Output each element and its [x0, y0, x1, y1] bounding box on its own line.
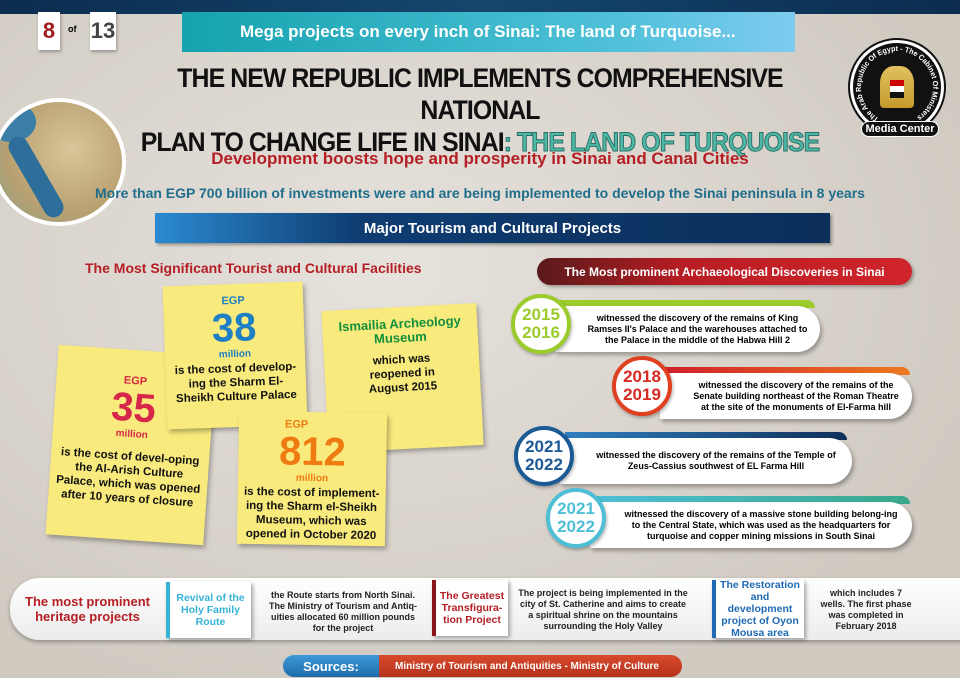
discovery-text: witnessed the discovery of the remains o… — [555, 306, 820, 352]
discovery-years: 2021 2022 — [514, 426, 574, 486]
note-sharm-culture-palace: EGP 38 million is the cost of develop-in… — [162, 281, 308, 430]
note-sharm-museum: EGP 812 million is the cost of implement… — [236, 410, 388, 547]
note-value: 38 — [211, 305, 258, 351]
note-text: which was reopened in August 2015 — [368, 352, 438, 396]
title-separator: : — [503, 127, 518, 158]
title-line-2-black: PLAN TO CHANGE LIFE IN SINAI — [140, 127, 505, 157]
discovery-years: 2021 2022 — [546, 488, 606, 548]
sources-bar: Sources: Ministry of Tourism and Antiqui… — [283, 655, 682, 677]
discovery-text: witnessed the discovery of the remains o… — [560, 438, 852, 484]
title-line-1: THE NEW REPUBLIC IMPLEMENTS COMPREHENSIV… — [177, 63, 783, 125]
note-text: is the cost of develop-ing the Sharm El-… — [174, 360, 298, 406]
sources-text: Ministry of Tourism and Antiquities - Mi… — [379, 655, 682, 677]
section-banner: Major Tourism and Cultural Projects — [155, 213, 830, 243]
note-value: 812 — [278, 429, 347, 475]
heritage-project-holy-family: Revival of the Holy Family Route — [166, 582, 251, 638]
discoveries-heading: The Most prominent Archaeological Discov… — [537, 258, 912, 285]
logo-label: Media Center — [861, 121, 939, 137]
sources-label: Sources: — [283, 655, 379, 677]
note-text: is the cost of implement-ing the Sharm e… — [243, 485, 380, 543]
note-title: Ismailia Archeology Museum — [338, 312, 462, 347]
discovery-years: 2018 2019 — [612, 356, 672, 416]
media-center-logo: The Arab Republic Of Egypt - The Cabinet… — [850, 40, 944, 137]
discovery-text: witnessed the discovery of the remains o… — [660, 373, 912, 419]
facilities-heading: The Most Significant Tourist and Cultura… — [85, 260, 422, 276]
title-turquoise: THE LAND OF TURQUOISE — [517, 127, 821, 158]
heritage-project-text: which includes 7 wells. The first phase … — [820, 588, 912, 631]
discovery-text: witnessed the discovery of a massive sto… — [590, 502, 912, 548]
discovery-years: 2015 2016 — [511, 294, 571, 354]
top-band — [0, 0, 960, 14]
heritage-project-text: The project is being implemented in the … — [518, 588, 688, 631]
heritage-project-transfiguration: The Greatest Transfigura-tion Project — [432, 580, 508, 636]
title-line-2: PLAN TO CHANGE LIFE IN SINAI: THE LAND O… — [130, 126, 829, 158]
heritage-project-oyon-mousa: The Restoration and development project … — [712, 579, 804, 639]
note-text: is the cost of devel-oping the Al-Arish … — [55, 446, 201, 510]
heritage-label: The most prominent heritage projects — [25, 594, 150, 624]
page-total: 13 — [90, 12, 116, 50]
eagle-emblem-icon — [880, 66, 914, 108]
subtitle: Development boosts hope and prosperity i… — [211, 149, 749, 168]
series-banner: Mega projects on every inch of Sinai: Th… — [182, 12, 795, 52]
sinai-map-image — [0, 98, 126, 226]
page-current: 8 — [38, 12, 60, 50]
investment-line: More than EGP 700 billion of investments… — [95, 185, 865, 201]
page-title: THE NEW REPUBLIC IMPLEMENTS COMPREHENSIV… — [130, 62, 829, 158]
heritage-project-text: the Route starts from North Sinai. The M… — [269, 590, 417, 633]
page-of-label: of — [68, 24, 77, 34]
